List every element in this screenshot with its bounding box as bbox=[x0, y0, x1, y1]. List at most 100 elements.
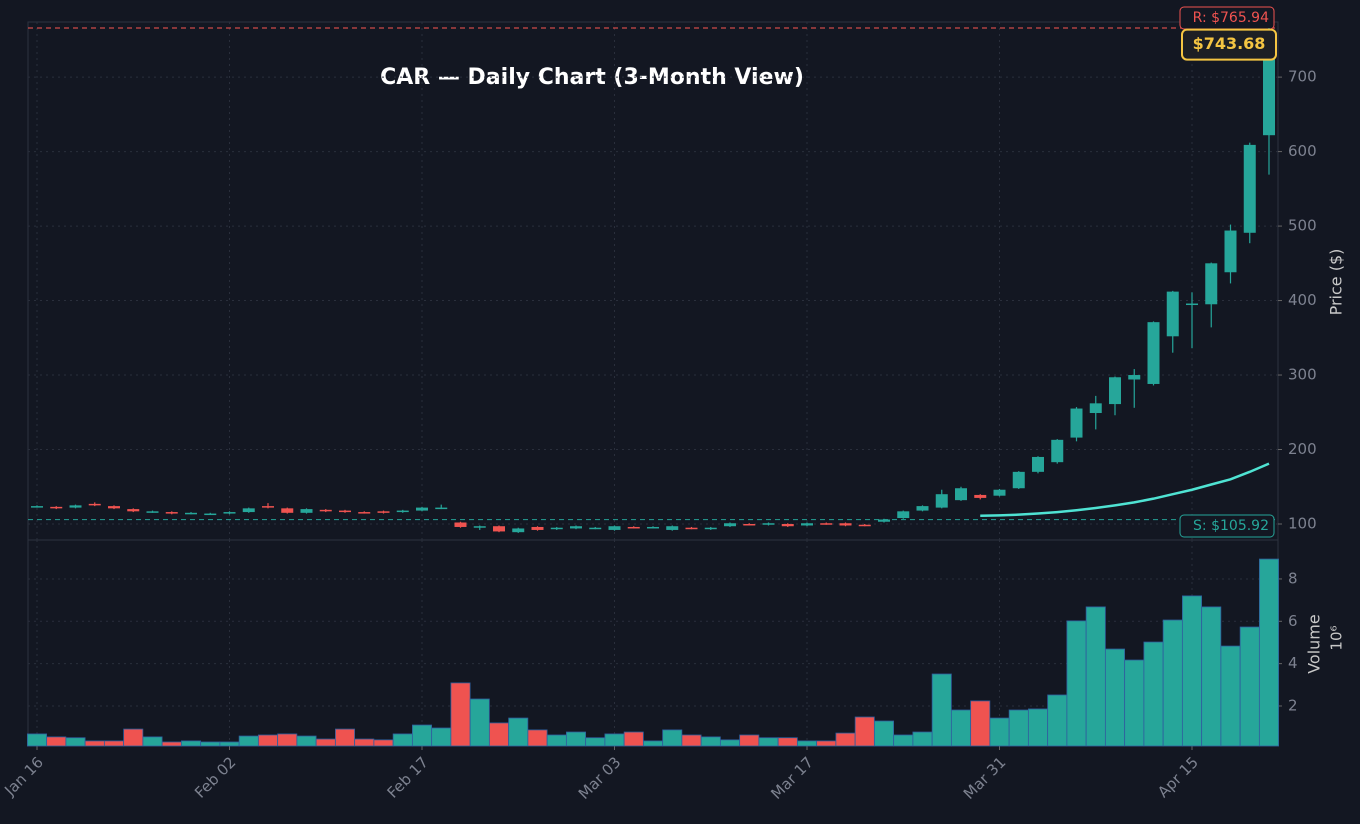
support-label: S: $105.92 bbox=[1193, 518, 1269, 534]
volume-bar bbox=[450, 682, 471, 747]
candle-body bbox=[801, 523, 813, 526]
candle-body bbox=[300, 509, 313, 513]
candle-body bbox=[974, 494, 987, 498]
volume-bar bbox=[1239, 626, 1260, 747]
volume-bar bbox=[142, 736, 163, 747]
price-axis-label: Price ($) bbox=[1327, 249, 1346, 316]
candle-body bbox=[358, 512, 371, 514]
candle-body bbox=[589, 527, 602, 530]
candle-body bbox=[685, 527, 698, 530]
volume-bar bbox=[84, 740, 105, 747]
candle-body bbox=[935, 494, 948, 508]
y-tick-label: 400 bbox=[1288, 291, 1317, 309]
candle-body bbox=[724, 523, 736, 527]
volume-bar bbox=[623, 731, 644, 747]
volume-bar bbox=[354, 738, 375, 747]
candle-body bbox=[666, 526, 679, 530]
volume-bar bbox=[1162, 619, 1183, 747]
candle-body bbox=[858, 524, 871, 527]
candle-body bbox=[512, 528, 525, 533]
volume-bar bbox=[469, 698, 490, 747]
last-price-badge bbox=[1181, 28, 1277, 61]
candle-body bbox=[820, 523, 833, 525]
candle-body bbox=[1089, 403, 1102, 414]
volume-tick-label: 6 bbox=[1288, 612, 1298, 630]
candle-body bbox=[127, 509, 140, 512]
volume-bar bbox=[508, 717, 529, 747]
volume-bar bbox=[854, 716, 875, 747]
volume-bar bbox=[334, 728, 355, 747]
volume-axis-label: Volume bbox=[1305, 614, 1324, 674]
candle-body bbox=[743, 523, 756, 526]
last-price-label: $743.68 bbox=[1193, 34, 1266, 53]
candle-body bbox=[781, 523, 794, 527]
volume-bar bbox=[1182, 595, 1203, 747]
volume-bar bbox=[1008, 709, 1029, 747]
volume-bar bbox=[893, 734, 914, 747]
volume-bar bbox=[238, 735, 259, 747]
volume-bar bbox=[411, 724, 432, 747]
candle-body bbox=[647, 526, 659, 529]
volume-tick-label: 4 bbox=[1288, 654, 1298, 672]
volume-bar bbox=[585, 737, 606, 747]
volume-bar bbox=[931, 673, 952, 747]
candle-body bbox=[88, 503, 101, 506]
volume-bar bbox=[1028, 708, 1049, 747]
volume-bar bbox=[1066, 620, 1087, 747]
candle-body bbox=[1205, 263, 1218, 305]
x-tick-label: Feb 17 bbox=[384, 753, 432, 801]
x-tick-label: Mar 31 bbox=[960, 753, 1010, 803]
x-tick-label: Jan 16 bbox=[0, 753, 47, 800]
volume-bar bbox=[739, 734, 760, 747]
candle-body bbox=[531, 526, 544, 530]
candle-body bbox=[262, 506, 274, 508]
volume-bar bbox=[662, 729, 683, 747]
y-tick-label: 700 bbox=[1288, 68, 1317, 86]
volume-bar bbox=[970, 700, 991, 747]
candle-body bbox=[1224, 230, 1237, 273]
volume-bar bbox=[65, 737, 86, 747]
volume-bar bbox=[1220, 645, 1241, 747]
candle-body bbox=[1128, 375, 1141, 380]
candle-body bbox=[897, 511, 910, 519]
candle-body bbox=[916, 506, 929, 511]
candle-body bbox=[185, 512, 197, 515]
volume-bar bbox=[777, 737, 798, 747]
candle-body bbox=[319, 509, 332, 512]
candle-body bbox=[762, 523, 775, 525]
candle-body bbox=[993, 489, 1006, 496]
volume-bar bbox=[643, 740, 664, 747]
volume-bar bbox=[488, 722, 509, 747]
volume-bar bbox=[1143, 641, 1164, 747]
volume-unit: 10⁶ bbox=[1328, 625, 1346, 650]
candle-body bbox=[146, 511, 159, 513]
candle-body bbox=[396, 510, 409, 513]
candle-body bbox=[108, 506, 120, 509]
volume-bar bbox=[527, 729, 548, 747]
candle-body bbox=[704, 527, 717, 530]
volume-bar bbox=[277, 733, 298, 747]
candle-body bbox=[1166, 291, 1179, 337]
volume-bar bbox=[1105, 648, 1126, 747]
candle-body bbox=[223, 512, 236, 514]
volume-bar bbox=[797, 740, 818, 747]
volume-tick-label: 8 bbox=[1288, 569, 1298, 587]
volume-bar bbox=[546, 734, 567, 747]
volume-bar bbox=[180, 740, 201, 747]
price-panel-frame bbox=[27, 21, 1279, 541]
volume-bar bbox=[1259, 558, 1280, 747]
volume-bar bbox=[758, 737, 779, 747]
candle-body bbox=[339, 510, 351, 513]
candle-body bbox=[1147, 322, 1160, 384]
candle-body bbox=[608, 526, 621, 530]
volume-bar bbox=[26, 733, 48, 747]
volume-bar bbox=[200, 741, 221, 747]
volume-bar bbox=[104, 740, 125, 747]
candle-body bbox=[454, 522, 467, 527]
candle-body bbox=[839, 523, 852, 526]
volume-bar bbox=[816, 740, 837, 747]
support-badge bbox=[1179, 514, 1275, 538]
volume-bar bbox=[431, 727, 452, 747]
